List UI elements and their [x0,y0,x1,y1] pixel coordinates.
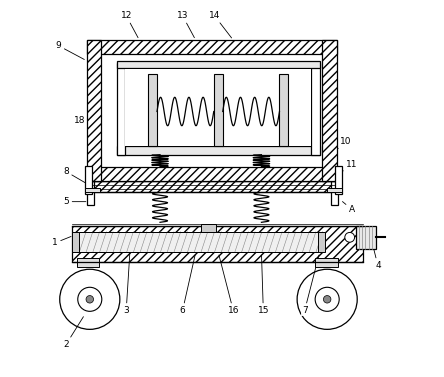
Bar [125,69,311,146]
Text: A: A [342,202,355,214]
Text: 8: 8 [63,167,86,183]
Bar [214,74,223,146]
Text: 4: 4 [373,246,381,270]
Bar [72,232,79,252]
Circle shape [315,287,339,311]
Bar [117,61,320,67]
Bar [72,226,363,262]
Circle shape [78,287,102,311]
Text: 5: 5 [63,197,86,206]
Text: 6: 6 [180,255,195,315]
Text: 12: 12 [120,11,138,38]
Bar [77,232,321,252]
Bar [148,74,157,146]
Bar [322,40,337,181]
Bar [87,167,337,181]
Text: 1: 1 [52,236,71,247]
Circle shape [60,269,120,329]
Circle shape [86,296,94,303]
Bar [77,258,99,267]
Text: 7: 7 [302,255,319,315]
Bar [117,63,125,155]
Bar [87,40,101,181]
Text: 3: 3 [123,253,130,315]
Bar [318,232,325,252]
Bar [101,54,322,167]
Bar [279,74,289,146]
Circle shape [297,269,357,329]
Bar [327,188,342,192]
Bar [356,226,377,248]
Bar [87,181,335,192]
Bar [315,258,338,267]
Bar [87,181,94,205]
Text: 18: 18 [74,116,91,126]
Circle shape [323,296,331,303]
Bar [201,224,216,232]
Text: 11: 11 [335,159,357,177]
Bar [85,166,92,194]
Bar [335,166,342,194]
Text: 10: 10 [333,137,352,153]
Bar [311,63,320,155]
Text: 16: 16 [219,255,239,315]
Text: 2: 2 [63,317,83,349]
Text: 13: 13 [177,11,194,38]
Text: 9: 9 [56,41,84,60]
Circle shape [345,233,355,242]
Bar [87,40,337,54]
Bar [331,181,338,205]
Text: 14: 14 [209,11,232,38]
Bar [85,188,100,192]
Bar [117,146,320,155]
Text: 15: 15 [258,255,269,315]
